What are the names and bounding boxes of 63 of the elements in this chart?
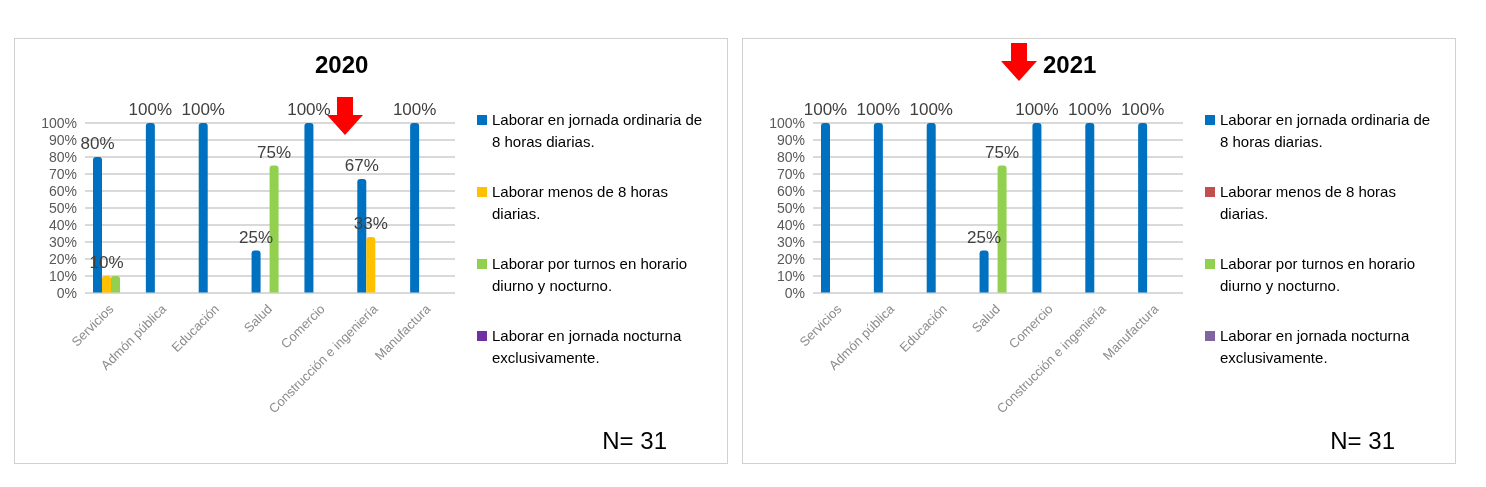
data-label: 75%	[985, 142, 1020, 162]
legend-label: Laborar en jornada nocturna exclusivamente.	[1220, 326, 1411, 368]
y-tick-label: 90%	[776, 131, 805, 148]
y-tick-label: 100%	[769, 114, 805, 131]
y-tick-label: 60%	[776, 182, 805, 199]
y-tick-label: 80%	[776, 148, 805, 165]
legend-label: Laborar por turnos en horario diurno y nocturno.	[492, 254, 689, 296]
legend-label: Laborar en jornada ordinaria de 8 horas diarias.	[492, 110, 704, 152]
bar	[102, 276, 111, 293]
y-tick-label: 70%	[776, 165, 805, 182]
bar	[410, 123, 420, 293]
bar	[1085, 123, 1095, 293]
text: N= 31	[602, 427, 667, 455]
bar	[198, 123, 208, 293]
data-label: 100%	[1068, 100, 1112, 119]
bar	[926, 123, 936, 293]
bar	[873, 123, 883, 293]
y-tick-label: 40%	[48, 216, 77, 233]
data-label: 100%	[909, 100, 953, 119]
y-tick-label: 10%	[776, 267, 805, 284]
data-label: 67%	[344, 156, 379, 176]
y-tick-label: 100%	[41, 114, 77, 131]
legend-label: Laborar en jornada ordinaria de 8 horas diarias.	[1220, 110, 1432, 152]
y-tick-label: 30%	[48, 233, 77, 250]
text: N= 31	[1330, 427, 1395, 455]
bar	[145, 123, 155, 293]
data-label: 100%	[856, 100, 901, 119]
bar	[1032, 123, 1042, 293]
data-label: 100%	[803, 100, 848, 119]
legend-label: Laborar menos de 8 horas diarias.	[492, 182, 669, 224]
bar	[111, 276, 120, 293]
y-tick-label: 90%	[48, 131, 77, 148]
legend-label: Laborar por turnos en horario diurno y nocturno.	[1220, 254, 1417, 296]
legend-label: Laborar menos de 8 horas diarias.	[1220, 182, 1397, 224]
data-label: 75%	[257, 142, 292, 162]
data-label: 100%	[1015, 100, 1059, 119]
y-tick-label: 0%	[56, 284, 77, 301]
y-tick-label: 20%	[48, 250, 77, 267]
y-tick-label: 70%	[48, 165, 77, 182]
data-label: 100%	[287, 100, 331, 119]
y-tick-label: 50%	[48, 199, 77, 216]
bar	[251, 250, 261, 293]
chart-title: 2021	[1043, 51, 1097, 79]
bar	[1138, 123, 1148, 293]
y-tick-label: 60%	[48, 182, 77, 199]
data-label: 80%	[80, 134, 115, 153]
bar	[304, 123, 314, 293]
data-label: 100%	[392, 100, 437, 119]
bar	[366, 236, 376, 293]
legend-label: Laborar en jornada nocturna exclusivamente.	[492, 326, 683, 368]
data-label: 100%	[181, 100, 225, 119]
y-tick-label: 30%	[776, 233, 805, 250]
data-label: 100%	[128, 100, 173, 119]
y-tick-label: 0%	[784, 284, 805, 301]
bar	[979, 250, 989, 293]
y-tick-label: 40%	[776, 216, 805, 233]
y-tick-label: 20%	[776, 250, 805, 267]
bar	[821, 123, 830, 293]
y-tick-label: 10%	[48, 267, 77, 284]
y-tick-label: 80%	[48, 148, 77, 165]
y-tick-label: 50%	[776, 199, 805, 216]
chart-title: 2020	[315, 51, 369, 79]
data-label: 100%	[1120, 100, 1165, 119]
